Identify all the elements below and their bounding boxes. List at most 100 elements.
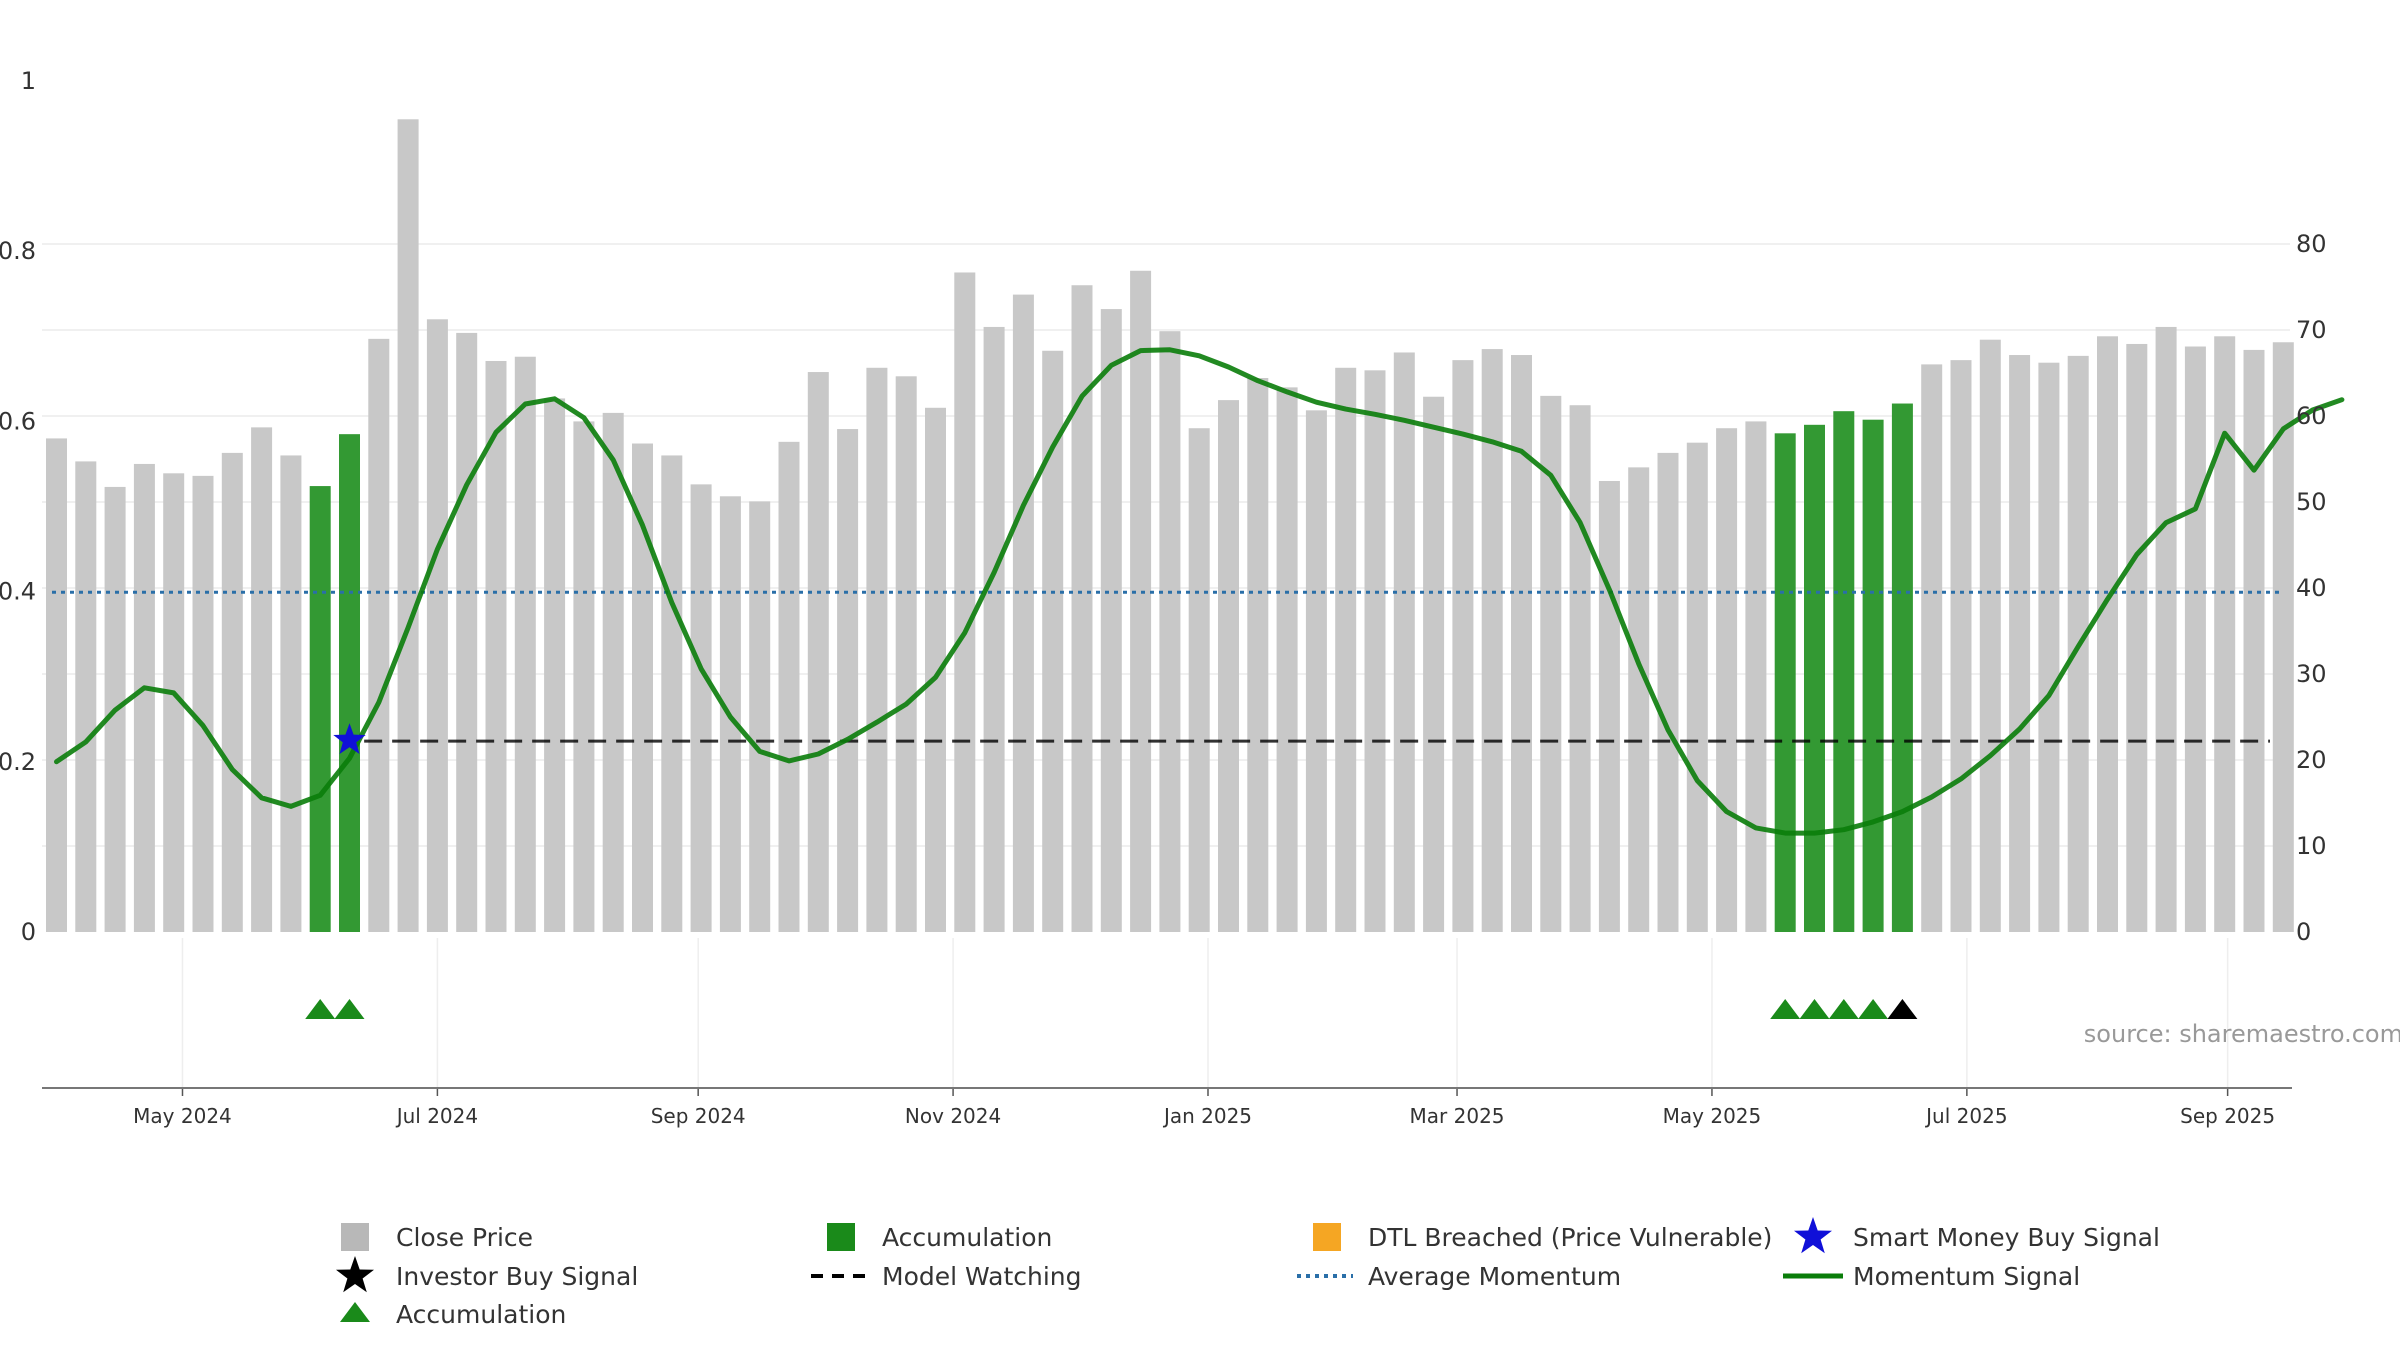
- close-price-bar: [1598, 480, 1620, 932]
- x-axis-tick: Sep 2024: [651, 1104, 746, 1128]
- close-price-bar: [544, 398, 566, 933]
- close-price-bar: [602, 412, 624, 932]
- legend-accumulation-triangle: [340, 1302, 370, 1322]
- legend-smart-money-label: Smart Money Buy Signal: [1853, 1223, 2160, 1252]
- legend-model-watching-label: Model Watching: [882, 1262, 1082, 1291]
- close-price-bar: [485, 360, 507, 932]
- x-axis-tick: Nov 2024: [905, 1104, 1001, 1128]
- legend-accumulation-swatch: [827, 1223, 855, 1251]
- x-axis-tick: Jan 2025: [1162, 1104, 1252, 1128]
- close-price-bar: [368, 338, 390, 932]
- right-axis-tick: 20: [2296, 746, 2327, 774]
- close-price-bar: [778, 441, 800, 932]
- legend-momentum-label: Momentum Signal: [1853, 1262, 2080, 1291]
- close-price-bar: [866, 367, 888, 932]
- close-price-bar: [1657, 452, 1679, 932]
- right-axis-tick: 10: [2296, 832, 2327, 860]
- close-price-bar: [251, 427, 273, 932]
- legend-close-price-label: Close Price: [396, 1223, 533, 1252]
- smart-money-star: [333, 723, 366, 754]
- close-price-bar: [1218, 400, 1239, 932]
- close-price-bar: [1716, 428, 1738, 932]
- close-price-bar: [807, 372, 829, 932]
- close-price-bar: [1042, 350, 1064, 933]
- right-axis-tick: 60: [2296, 402, 2327, 430]
- close-price-bar: [1950, 360, 1972, 932]
- accumulation-triangle: [1770, 999, 1801, 1019]
- close-price-bar: [1511, 355, 1532, 933]
- legend-accumulation-marker-label: Accumulation: [396, 1300, 566, 1329]
- close-price-bar: [1071, 285, 1093, 932]
- close-price-bar: [456, 332, 478, 932]
- close-price-bar: [1745, 421, 1767, 932]
- close-price-bar: [1012, 294, 1034, 932]
- close-price-bar: [75, 461, 97, 932]
- close-price-bar: [133, 463, 155, 932]
- accumulation-bar: [1833, 411, 1855, 932]
- close-price-bar: [1921, 364, 1943, 932]
- close-price-bar: [2038, 362, 2060, 932]
- close-price-bar: [1335, 367, 1357, 932]
- x-axis-tick: May 2024: [133, 1104, 232, 1128]
- left-axis-tick: 1: [21, 67, 36, 95]
- right-axis-tick: 80: [2296, 230, 2327, 258]
- close-price-bar: [1364, 370, 1386, 933]
- accumulation-bar: [1804, 424, 1825, 932]
- close-price-bar: [2097, 336, 2118, 932]
- legend-accumulation-label: Accumulation: [882, 1223, 1052, 1252]
- lines: [52, 347, 2345, 836]
- close-price-bar: [2272, 342, 2294, 933]
- signal-panel: May 2024 Jul 2024 Sep 2024 Nov 2024 Jan 2025…: [42, 938, 2292, 1128]
- close-price-bar: [632, 443, 653, 932]
- close-price-bar: [1276, 387, 1298, 932]
- close-price-bar: [954, 272, 976, 933]
- accumulation-triangle: [1858, 999, 1889, 1019]
- accumulation-triangle: [1799, 999, 1830, 1019]
- close-price-bar: [192, 475, 214, 932]
- close-price-bar: [163, 473, 185, 932]
- legend-smart-money-star: [1794, 1217, 1832, 1254]
- source-label: source: sharemaestro.com: [2084, 1020, 2400, 1048]
- accumulation-bar: [339, 434, 360, 932]
- investor-buy-triangle: [1887, 999, 1918, 1019]
- accumulation-bar: [1862, 419, 1884, 932]
- close-price-bar: [1628, 467, 1650, 932]
- momentum-signal-line: [54, 347, 2345, 836]
- close-price-bar: [1188, 428, 1210, 932]
- right-axis-tick: 40: [2296, 574, 2327, 602]
- x-axis-tick: Jul 2025: [1924, 1104, 2007, 1128]
- legend-investor-label: Investor Buy Signal: [396, 1262, 638, 1291]
- close-price-bar: [2243, 349, 2265, 932]
- close-price-bar: [1569, 405, 1591, 933]
- close-price-bar: [925, 407, 946, 932]
- close-price-bar: [1100, 309, 1122, 932]
- close-price-bar: [1305, 410, 1327, 932]
- left-axis-tick: 0.8: [0, 237, 36, 265]
- accumulation-triangle: [1828, 999, 1859, 1019]
- accumulation-bar: [1774, 433, 1796, 932]
- close-price-bar: [1540, 395, 1562, 932]
- close-price-bar: [837, 429, 859, 932]
- close-price-bar: [1481, 349, 1503, 932]
- x-axis-tick: Mar 2025: [1410, 1104, 1505, 1128]
- legend: Close Price Accumulation DTL Breached (Pri…: [336, 1217, 2160, 1329]
- close-price-bar: [1979, 339, 2001, 933]
- left-axis-tick: 0: [21, 918, 36, 946]
- legend-investor-star: [336, 1256, 374, 1293]
- right-axis-tick: 30: [2296, 660, 2327, 688]
- close-price-bar: [426, 319, 448, 932]
- close-price-bar: [221, 452, 243, 932]
- x-axis-tick: May 2025: [1663, 1104, 1762, 1128]
- close-price-bar: [690, 484, 712, 932]
- x-axis-tick: Jul 2024: [395, 1104, 478, 1128]
- close-price-bar: [1130, 270, 1152, 932]
- close-price-bar: [280, 455, 302, 932]
- right-axis-tick: 70: [2296, 316, 2327, 344]
- left-axis-tick: 0.4: [0, 578, 36, 606]
- close-price-bar: [1393, 352, 1415, 932]
- bars: [46, 119, 2294, 933]
- right-axis-tick: 0: [2296, 918, 2311, 946]
- legend-close-price-swatch: [341, 1223, 369, 1251]
- left-axis-tick: 0.2: [0, 748, 36, 776]
